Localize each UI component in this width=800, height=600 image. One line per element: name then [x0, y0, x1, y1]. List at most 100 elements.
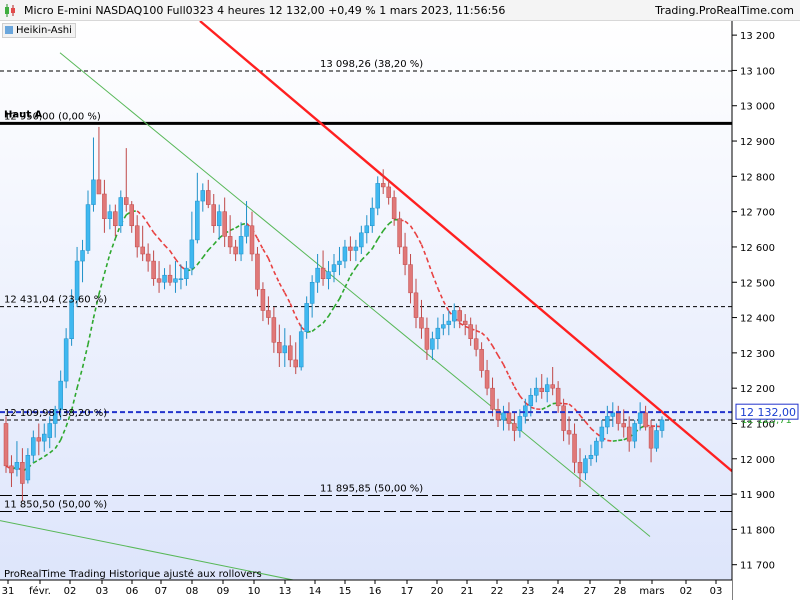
candle — [380, 169, 386, 194]
candle-body — [249, 225, 255, 255]
candle-body — [14, 462, 20, 470]
moving-average-segment — [289, 303, 297, 317]
candle-body — [528, 394, 534, 407]
moving-average-segment — [240, 222, 247, 226]
candle — [216, 204, 222, 240]
last-price-tag: 12 132,00 — [740, 406, 796, 419]
x-tick-label: 03 — [96, 586, 109, 597]
candle — [206, 179, 211, 209]
candle-body — [490, 387, 495, 410]
candle-body — [473, 338, 479, 350]
candle — [561, 398, 566, 442]
candle-body — [424, 327, 430, 350]
moving-average-segment — [256, 238, 264, 250]
candle — [452, 303, 457, 329]
candle-body — [391, 197, 397, 219]
moving-average-segment — [355, 259, 362, 268]
candle-body — [435, 327, 441, 339]
x-tick-label: 02 — [64, 586, 77, 597]
brand-label: Trading.ProRealTime.com — [655, 4, 794, 17]
fibonacci-levels — [0, 70, 732, 513]
candle — [348, 236, 353, 262]
candle — [544, 377, 550, 403]
candle — [320, 250, 326, 286]
x-tick-label: 03 — [710, 586, 723, 597]
moving-average-segment — [32, 459, 40, 464]
candle — [298, 324, 304, 371]
candle — [47, 416, 52, 449]
moving-average-segment — [163, 244, 171, 252]
y-tick-label: 11 700 — [740, 561, 775, 572]
y-tick-label: 12 500 — [740, 278, 775, 289]
candle — [107, 204, 113, 230]
candle — [424, 317, 430, 360]
resistance-line — [199, 20, 733, 473]
moving-average-segment — [125, 210, 133, 216]
moving-average-segment — [448, 310, 455, 319]
moving-average-segment — [5, 465, 12, 471]
candle — [309, 275, 315, 318]
x-tick-label: 10 — [248, 586, 261, 597]
candle — [583, 455, 588, 480]
moving-average-segment — [552, 402, 559, 405]
candle-body — [413, 292, 419, 318]
moving-average-segment — [235, 224, 242, 229]
candle — [80, 239, 85, 283]
y-tick-label: 12 700 — [740, 208, 775, 219]
moving-average-segment — [639, 424, 646, 429]
moving-average-segment — [327, 306, 335, 317]
candle-body — [31, 437, 36, 456]
moving-average-segment — [278, 282, 286, 294]
moving-average-segment — [508, 375, 516, 388]
moving-average-segment — [431, 273, 439, 289]
level-label: 12 950,00 (0,00 %) — [4, 111, 101, 122]
x-tick-label: 08 — [186, 586, 199, 597]
moving-average-segment — [584, 421, 592, 429]
moving-average-segment — [213, 237, 220, 246]
candle — [91, 137, 96, 212]
candle-body — [441, 324, 446, 329]
moving-average-segment — [207, 243, 215, 251]
candle-body — [277, 342, 282, 354]
moving-average-segment — [196, 257, 204, 266]
level-label: 11 850,50 (50,00 %) — [4, 500, 107, 511]
moving-average-segment — [371, 238, 379, 250]
candle — [413, 278, 419, 329]
candle-body — [419, 317, 424, 329]
candle — [386, 179, 391, 205]
candle-body — [364, 225, 370, 234]
candle-body — [534, 387, 539, 396]
candle-body — [643, 412, 648, 428]
candle-body — [654, 430, 659, 449]
y-tick-label: 12 800 — [740, 172, 775, 183]
candle — [654, 423, 659, 452]
candle-body — [145, 253, 151, 262]
moving-average-segment — [623, 436, 630, 441]
candle — [288, 335, 293, 367]
moving-average-segment — [415, 233, 423, 245]
indicator-tag[interactable]: Heikin-Ashi — [2, 23, 76, 38]
candle-body — [282, 345, 288, 354]
candle — [52, 405, 58, 438]
candle-body — [222, 211, 227, 237]
moving-average-segment — [218, 232, 226, 239]
candle — [659, 416, 665, 438]
x-tick-label: 31 — [2, 586, 15, 597]
moving-average-segment — [284, 292, 291, 304]
candle — [118, 190, 124, 233]
moving-average-segment — [382, 223, 390, 232]
heikin-ashi-swatch-icon — [5, 26, 13, 34]
x-tick-label: 15 — [339, 586, 352, 597]
moving-average-segment — [273, 270, 281, 284]
moving-average-segment — [295, 316, 302, 328]
candle — [419, 299, 424, 339]
candle — [145, 243, 151, 272]
moving-average-segment — [76, 367, 84, 389]
candle — [36, 423, 42, 456]
candle-body — [572, 433, 577, 463]
candle-body — [25, 455, 31, 481]
candle-body — [539, 387, 544, 392]
candle — [331, 254, 337, 283]
candle — [430, 331, 435, 360]
